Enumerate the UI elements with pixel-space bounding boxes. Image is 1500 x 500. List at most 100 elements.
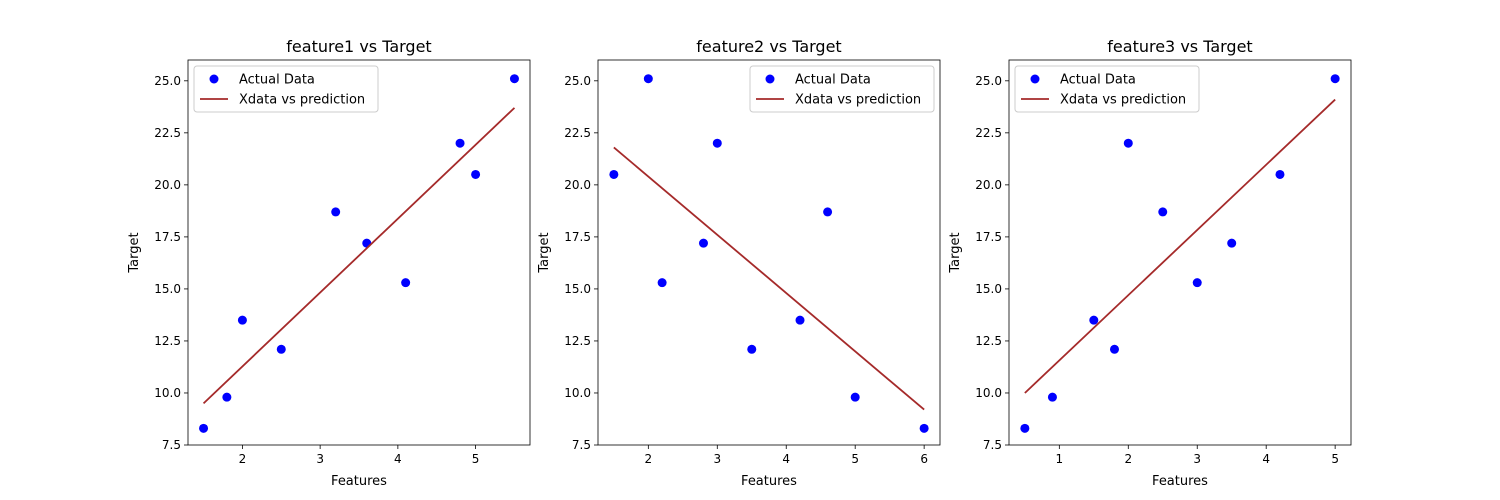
y-tick-label: 15.0 xyxy=(154,282,181,296)
data-point xyxy=(331,207,341,217)
data-point xyxy=(1158,207,1168,217)
y-tick-label: 10.0 xyxy=(975,386,1002,400)
y-axis-label: Target xyxy=(948,232,963,273)
data-point xyxy=(1227,238,1237,248)
x-tick-label: 4 xyxy=(782,452,790,466)
chart-title: feature2 vs Target xyxy=(696,37,841,56)
chart-title: feature3 vs Target xyxy=(1107,37,1252,56)
data-point xyxy=(747,344,757,354)
legend-box xyxy=(749,65,935,113)
data-point xyxy=(698,238,708,248)
data-point xyxy=(643,74,653,84)
data-point xyxy=(1330,74,1340,84)
y-tick-label: 22.5 xyxy=(975,126,1002,140)
x-axis-label: Features xyxy=(331,474,387,489)
x-tick-label: 3 xyxy=(713,452,721,466)
y-tick-label: 25.0 xyxy=(564,74,591,88)
y-tick-label: 12.5 xyxy=(564,334,591,348)
y-tick-label: 25.0 xyxy=(975,74,1002,88)
y-tick-label: 25.0 xyxy=(154,74,181,88)
legend-marker-swatch xyxy=(765,74,775,84)
y-tick-label: 10.0 xyxy=(564,386,591,400)
y-tick-label: 17.5 xyxy=(975,230,1002,244)
y-axis-label: Target xyxy=(127,232,142,273)
x-tick-label: 6 xyxy=(920,452,928,466)
x-tick-label: 2 xyxy=(645,452,653,466)
legend-entry-label: Xdata vs prediction xyxy=(1060,93,1186,108)
subplot-3: feature3 vs Target 1 2 3 4 5 7.5 10.0 12.5 15.0 17… xyxy=(948,37,1352,489)
y-tick-label: 12.5 xyxy=(154,334,181,348)
data-point xyxy=(1192,278,1202,288)
legend: Actual Data Xdata vs prediction xyxy=(749,65,935,113)
x-tick-label: 4 xyxy=(394,452,402,466)
prediction-line xyxy=(202,107,516,405)
subplot-1: feature1 vs Target 2 3 4 5 7.5 10.0 12.5 15.0 17.… xyxy=(127,37,531,489)
y-tick-label: 17.5 xyxy=(564,230,591,244)
y-tick-label: 12.5 xyxy=(975,334,1002,348)
x-tick-label: 2 xyxy=(239,452,247,466)
legend-entry-label: Xdata vs prediction xyxy=(795,93,921,108)
legend-box xyxy=(193,65,379,113)
legend-entry-label: Actual Data xyxy=(239,73,315,88)
x-tick-label: 5 xyxy=(472,452,480,466)
legend: Actual Data Xdata vs prediction xyxy=(193,65,379,113)
y-tick-label: 15.0 xyxy=(564,282,591,296)
y-tick-label: 10.0 xyxy=(154,386,181,400)
y-tick-label: 20.0 xyxy=(975,178,1002,192)
legend: Actual Data Xdata vs prediction xyxy=(1014,65,1200,113)
y-tick-label: 17.5 xyxy=(154,230,181,244)
data-point xyxy=(1275,169,1285,179)
chart-title: feature1 vs Target xyxy=(286,37,431,56)
y-tick-label: 15.0 xyxy=(975,282,1002,296)
data-point xyxy=(222,392,232,402)
y-tick-label: 20.0 xyxy=(154,178,181,192)
y-tick-label: 20.0 xyxy=(564,178,591,192)
x-tick-label: 1 xyxy=(1056,452,1064,466)
y-tick-label: 7.5 xyxy=(572,438,591,452)
data-point xyxy=(455,138,465,148)
data-point xyxy=(795,315,805,325)
legend-entry-label: Actual Data xyxy=(1060,73,1136,88)
data-point xyxy=(823,207,833,217)
x-tick-label: 3 xyxy=(316,452,324,466)
data-point xyxy=(919,423,929,433)
prediction-line xyxy=(1024,98,1336,394)
data-point xyxy=(1089,315,1099,325)
x-axis-label: Features xyxy=(741,474,797,489)
y-axis-label: Target xyxy=(537,232,552,273)
plot-frame xyxy=(187,59,531,446)
plot-frame xyxy=(1008,59,1352,446)
x-tick-label: 2 xyxy=(1124,452,1132,466)
plot-frame xyxy=(597,59,941,446)
x-tick-label: 3 xyxy=(1193,452,1201,466)
y-tick-label: 22.5 xyxy=(154,126,181,140)
data-point xyxy=(199,423,209,433)
data-point xyxy=(850,392,860,402)
legend-marker-swatch xyxy=(209,74,219,84)
data-point xyxy=(712,138,722,148)
data-point xyxy=(1047,392,1057,402)
data-point xyxy=(609,169,619,179)
data-point xyxy=(276,344,286,354)
x-axis-label: Features xyxy=(1152,474,1208,489)
x-tick-label: 4 xyxy=(1262,452,1270,466)
legend-box xyxy=(1014,65,1200,113)
data-point xyxy=(401,278,411,288)
legend-marker-swatch xyxy=(1030,74,1040,84)
data-point xyxy=(1020,423,1030,433)
y-tick-label: 7.5 xyxy=(983,438,1002,452)
legend-entry-label: Xdata vs prediction xyxy=(239,93,365,108)
x-tick-label: 5 xyxy=(1331,452,1339,466)
data-point xyxy=(471,169,481,179)
x-tick-label: 5 xyxy=(851,452,859,466)
legend-entry-label: Actual Data xyxy=(795,73,871,88)
prediction-line xyxy=(613,146,925,411)
data-point xyxy=(509,74,519,84)
subplot-2: feature2 vs Target 2 3 4 5 6 7.5 10.0 12.5 15.0 17… xyxy=(537,37,941,489)
data-point xyxy=(657,278,667,288)
y-tick-label: 22.5 xyxy=(564,126,591,140)
data-point xyxy=(1109,344,1119,354)
y-tick-label: 7.5 xyxy=(162,438,181,452)
data-point xyxy=(1123,138,1133,148)
